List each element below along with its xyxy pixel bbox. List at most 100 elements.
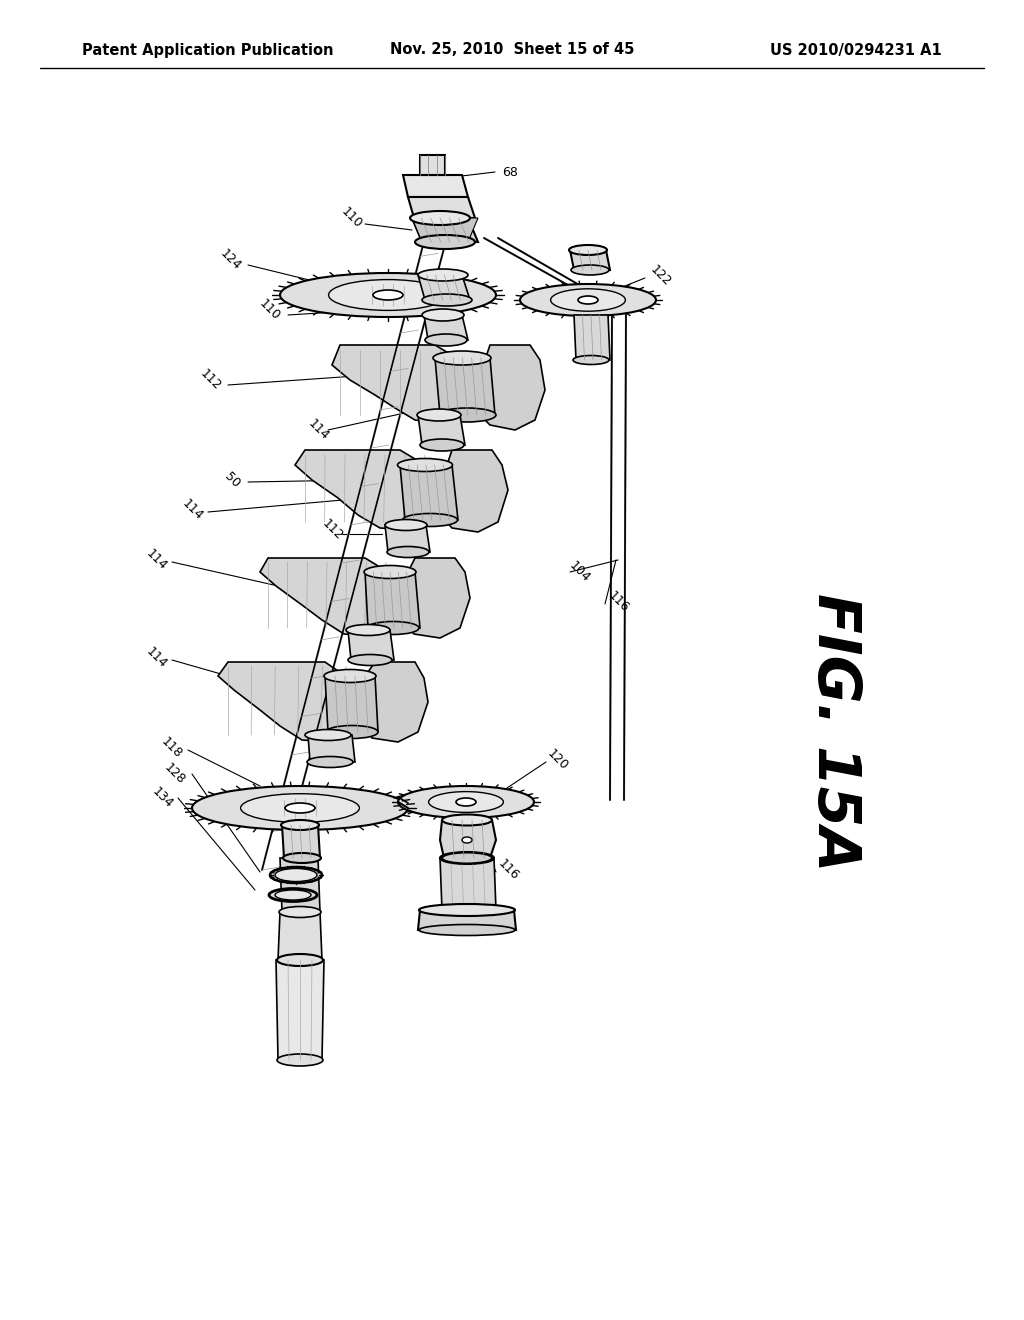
Ellipse shape	[578, 296, 598, 304]
Polygon shape	[412, 218, 478, 242]
Ellipse shape	[419, 904, 515, 916]
Ellipse shape	[385, 520, 427, 531]
Polygon shape	[412, 218, 478, 242]
Ellipse shape	[418, 269, 468, 281]
Polygon shape	[348, 630, 394, 660]
Text: 68: 68	[502, 165, 518, 178]
Ellipse shape	[283, 853, 321, 863]
Ellipse shape	[307, 756, 353, 767]
Ellipse shape	[285, 803, 315, 813]
Ellipse shape	[193, 785, 408, 830]
Text: 114: 114	[143, 546, 169, 573]
Polygon shape	[408, 197, 475, 218]
Text: 124: 124	[217, 247, 243, 273]
Ellipse shape	[280, 273, 496, 317]
Ellipse shape	[278, 954, 323, 966]
Text: US 2010/0294231 A1: US 2010/0294231 A1	[770, 42, 942, 58]
Ellipse shape	[417, 409, 461, 421]
Text: 104: 104	[567, 558, 593, 585]
Text: Nov. 25, 2010  Sheet 15 of 45: Nov. 25, 2010 Sheet 15 of 45	[390, 42, 634, 58]
Polygon shape	[260, 558, 408, 636]
Polygon shape	[358, 663, 428, 742]
Ellipse shape	[270, 867, 322, 883]
Text: 120: 120	[545, 747, 571, 774]
Text: 134: 134	[150, 785, 175, 810]
Ellipse shape	[433, 351, 490, 366]
Polygon shape	[418, 275, 470, 300]
Ellipse shape	[422, 309, 464, 321]
Ellipse shape	[410, 211, 470, 224]
Text: 112: 112	[197, 367, 223, 393]
Ellipse shape	[348, 655, 392, 665]
Text: 128: 128	[162, 762, 188, 787]
Ellipse shape	[573, 355, 609, 364]
Ellipse shape	[269, 888, 317, 902]
Polygon shape	[418, 414, 465, 445]
Polygon shape	[420, 154, 445, 176]
Ellipse shape	[387, 546, 429, 557]
Ellipse shape	[422, 294, 472, 306]
Ellipse shape	[569, 246, 607, 255]
Ellipse shape	[364, 565, 416, 578]
Polygon shape	[332, 345, 480, 425]
Ellipse shape	[326, 726, 378, 738]
Polygon shape	[400, 558, 470, 638]
Polygon shape	[325, 676, 378, 733]
Text: FIG. 15A: FIG. 15A	[806, 594, 863, 871]
Polygon shape	[574, 315, 610, 360]
Text: 118: 118	[159, 735, 185, 762]
Polygon shape	[570, 249, 610, 271]
Ellipse shape	[520, 284, 656, 315]
Text: 50: 50	[222, 470, 243, 490]
Ellipse shape	[329, 280, 447, 310]
Ellipse shape	[440, 904, 494, 916]
Ellipse shape	[571, 265, 609, 275]
Ellipse shape	[442, 814, 492, 825]
Polygon shape	[218, 663, 368, 742]
Polygon shape	[295, 450, 445, 531]
Text: 110: 110	[257, 297, 283, 323]
Ellipse shape	[346, 624, 390, 635]
Text: 122: 122	[647, 263, 673, 289]
Text: 112: 112	[292, 686, 317, 713]
Polygon shape	[403, 176, 468, 197]
Ellipse shape	[241, 793, 359, 822]
Text: 116: 116	[605, 589, 631, 615]
Polygon shape	[438, 450, 508, 532]
Ellipse shape	[402, 513, 458, 527]
Ellipse shape	[438, 408, 496, 422]
Ellipse shape	[278, 1053, 323, 1067]
Polygon shape	[308, 735, 355, 762]
Polygon shape	[424, 315, 468, 341]
Polygon shape	[280, 858, 319, 912]
Ellipse shape	[442, 853, 492, 863]
Ellipse shape	[281, 820, 319, 830]
Ellipse shape	[462, 837, 472, 843]
Polygon shape	[475, 345, 545, 430]
Ellipse shape	[275, 869, 317, 882]
Ellipse shape	[551, 289, 626, 312]
Polygon shape	[276, 960, 324, 1060]
Text: 114: 114	[143, 645, 169, 671]
Polygon shape	[440, 820, 496, 858]
Ellipse shape	[456, 799, 476, 807]
Ellipse shape	[425, 334, 467, 346]
Polygon shape	[385, 525, 430, 552]
Ellipse shape	[429, 792, 504, 812]
Ellipse shape	[419, 924, 515, 936]
Polygon shape	[400, 465, 458, 520]
Text: 110: 110	[339, 205, 365, 231]
Text: Patent Application Publication: Patent Application Publication	[82, 42, 334, 58]
Ellipse shape	[324, 669, 376, 682]
Ellipse shape	[305, 730, 351, 741]
Ellipse shape	[279, 907, 321, 917]
Polygon shape	[435, 358, 495, 414]
Text: 112: 112	[292, 587, 317, 612]
Ellipse shape	[420, 440, 464, 451]
Polygon shape	[282, 825, 319, 858]
Ellipse shape	[275, 890, 311, 900]
Ellipse shape	[415, 235, 475, 249]
Ellipse shape	[367, 622, 419, 635]
Polygon shape	[418, 909, 516, 931]
Ellipse shape	[397, 458, 453, 471]
